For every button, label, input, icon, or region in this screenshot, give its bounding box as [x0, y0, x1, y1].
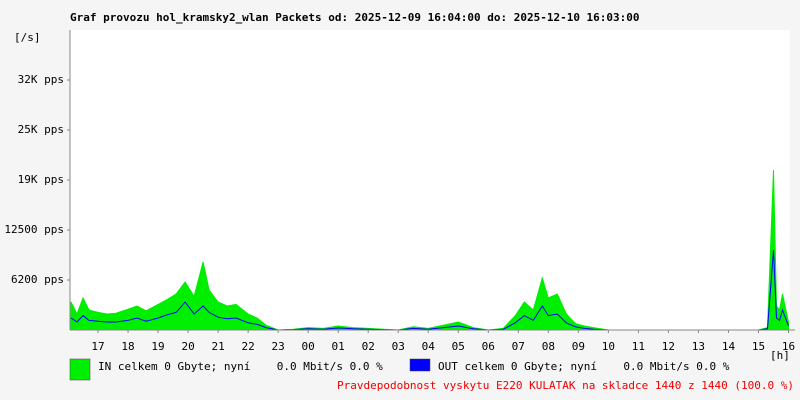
- x-tick-label: 09: [572, 340, 585, 353]
- x-tick-label: 20: [181, 340, 194, 353]
- x-tick-label: 16: [782, 340, 795, 353]
- x-tick-label: 02: [362, 340, 375, 353]
- x-tick-label: 10: [602, 340, 615, 353]
- x-tick-label: 11: [632, 340, 645, 353]
- x-tick-label: 03: [392, 340, 405, 353]
- x-tick-label: 18: [121, 340, 134, 353]
- x-tick-label: 15: [752, 340, 765, 353]
- x-tick-label: 06: [482, 340, 495, 353]
- y-tick-label: 6200 pps: [11, 273, 64, 286]
- legend-swatch: [69, 358, 91, 381]
- legend-label: OUT celkem 0 Gbyte; nyní 0.0 Mbit/s 0.0 …: [438, 360, 730, 373]
- x-tick-label: 05: [452, 340, 465, 353]
- x-tick-label: 00: [302, 340, 315, 353]
- x-tick-label: 21: [211, 340, 224, 353]
- legend-label: IN celkem 0 Gbyte; nyní 0.0 Mbit/s 0.0 %: [98, 360, 383, 373]
- y-tick-label: 25K pps: [18, 123, 64, 136]
- plot-area: [70, 30, 790, 330]
- y-unit: [/s]: [14, 31, 41, 44]
- note: Pravdepodobnost vyskytu E220 KULATAK na …: [337, 379, 794, 392]
- x-tick-label: 22: [241, 340, 254, 353]
- x-tick-label: 14: [722, 340, 736, 353]
- x-unit: [h]: [770, 349, 790, 362]
- x-tick-label: 23: [272, 340, 285, 353]
- y-tick-label: 32K pps: [18, 73, 64, 86]
- y-tick-label: 19K pps: [18, 173, 64, 186]
- legend-swatch: [409, 358, 431, 372]
- chart-title: Graf provozu hol_kramsky2_wlan Packets o…: [70, 11, 640, 24]
- x-tick-label: 13: [692, 340, 705, 353]
- x-tick-label: 07: [512, 340, 525, 353]
- x-tick-label: 04: [422, 340, 436, 353]
- x-tick-label: 01: [332, 340, 345, 353]
- x-tick-label: 19: [151, 340, 164, 353]
- x-tick-label: 12: [662, 340, 675, 353]
- x-tick-label: 08: [542, 340, 555, 353]
- x-tick-label: 17: [91, 340, 104, 353]
- y-tick-label: 12500 pps: [4, 223, 64, 236]
